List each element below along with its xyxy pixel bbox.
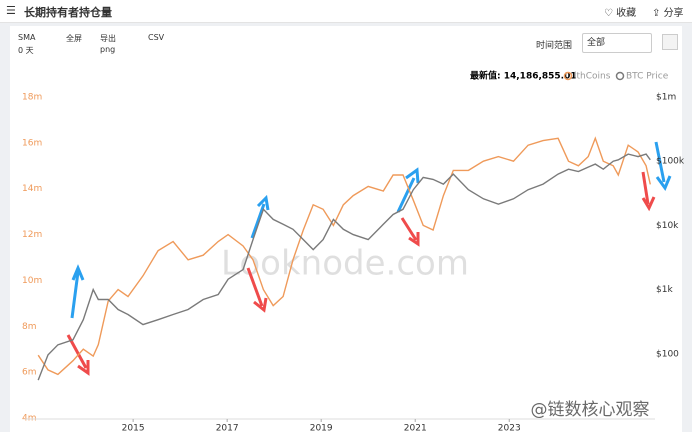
table-toggle[interactable] xyxy=(662,34,678,50)
source-watermark: @链数核心观察 xyxy=(531,400,650,420)
x-tick-label: 2023 xyxy=(498,424,521,432)
sma-label: SMA xyxy=(18,33,36,42)
series-line xyxy=(37,153,651,381)
x-tick-label: 2019 xyxy=(310,424,333,432)
series-line xyxy=(37,136,651,376)
export-label: 导出 xyxy=(100,34,116,43)
page-title: 长期持有者持仓量 xyxy=(24,6,112,19)
export-select[interactable]: png xyxy=(100,45,116,54)
y-tick-label: 16m xyxy=(22,138,42,148)
share-label: 分享 xyxy=(663,8,684,19)
x-tick-label: 2017 xyxy=(216,424,239,432)
latest-value: 最新值: 14,186,855.01 xyxy=(470,70,577,82)
share-button[interactable]: ⇪ 分享 xyxy=(652,8,684,19)
y-tick-label: 10m xyxy=(22,276,42,286)
legend-label: BTC Price xyxy=(626,72,669,82)
watermark: Looknode.com xyxy=(221,244,469,284)
favorite-button[interactable]: ♡ 收藏 xyxy=(604,8,637,19)
fullscreen-label[interactable]: 全屏 xyxy=(66,34,82,43)
x-tick-label: 2015 xyxy=(122,424,145,432)
top-bar xyxy=(0,0,692,23)
favorite-label: 收藏 xyxy=(616,8,637,19)
menu-icon[interactable]: ☰ xyxy=(6,4,16,17)
legend-label: lthCoins xyxy=(574,72,611,82)
y-tick-label: 8m xyxy=(22,322,37,332)
csv-button[interactable]: CSV xyxy=(148,33,165,42)
y2-tick-label: $10k xyxy=(656,221,679,231)
y-tick-label: 14m xyxy=(22,184,42,194)
y-tick-label: 6m xyxy=(22,368,37,378)
sma-select[interactable]: 0 天 xyxy=(18,46,34,55)
range-select[interactable]: 全部 xyxy=(582,33,652,53)
range-label: 时间范围 xyxy=(536,41,573,51)
legend-swatch xyxy=(615,71,625,81)
y2-tick-label: $100 xyxy=(656,349,679,359)
y-tick-label: 18m xyxy=(22,93,42,103)
chart-card xyxy=(10,26,682,432)
x-tick-label: 2021 xyxy=(404,424,427,432)
y2-tick-label: $1m xyxy=(656,93,676,103)
legend-swatch xyxy=(563,71,573,81)
y2-tick-label: $100k xyxy=(656,157,685,167)
y-tick-label: 12m xyxy=(22,230,42,240)
y2-tick-label: $1k xyxy=(656,285,673,295)
